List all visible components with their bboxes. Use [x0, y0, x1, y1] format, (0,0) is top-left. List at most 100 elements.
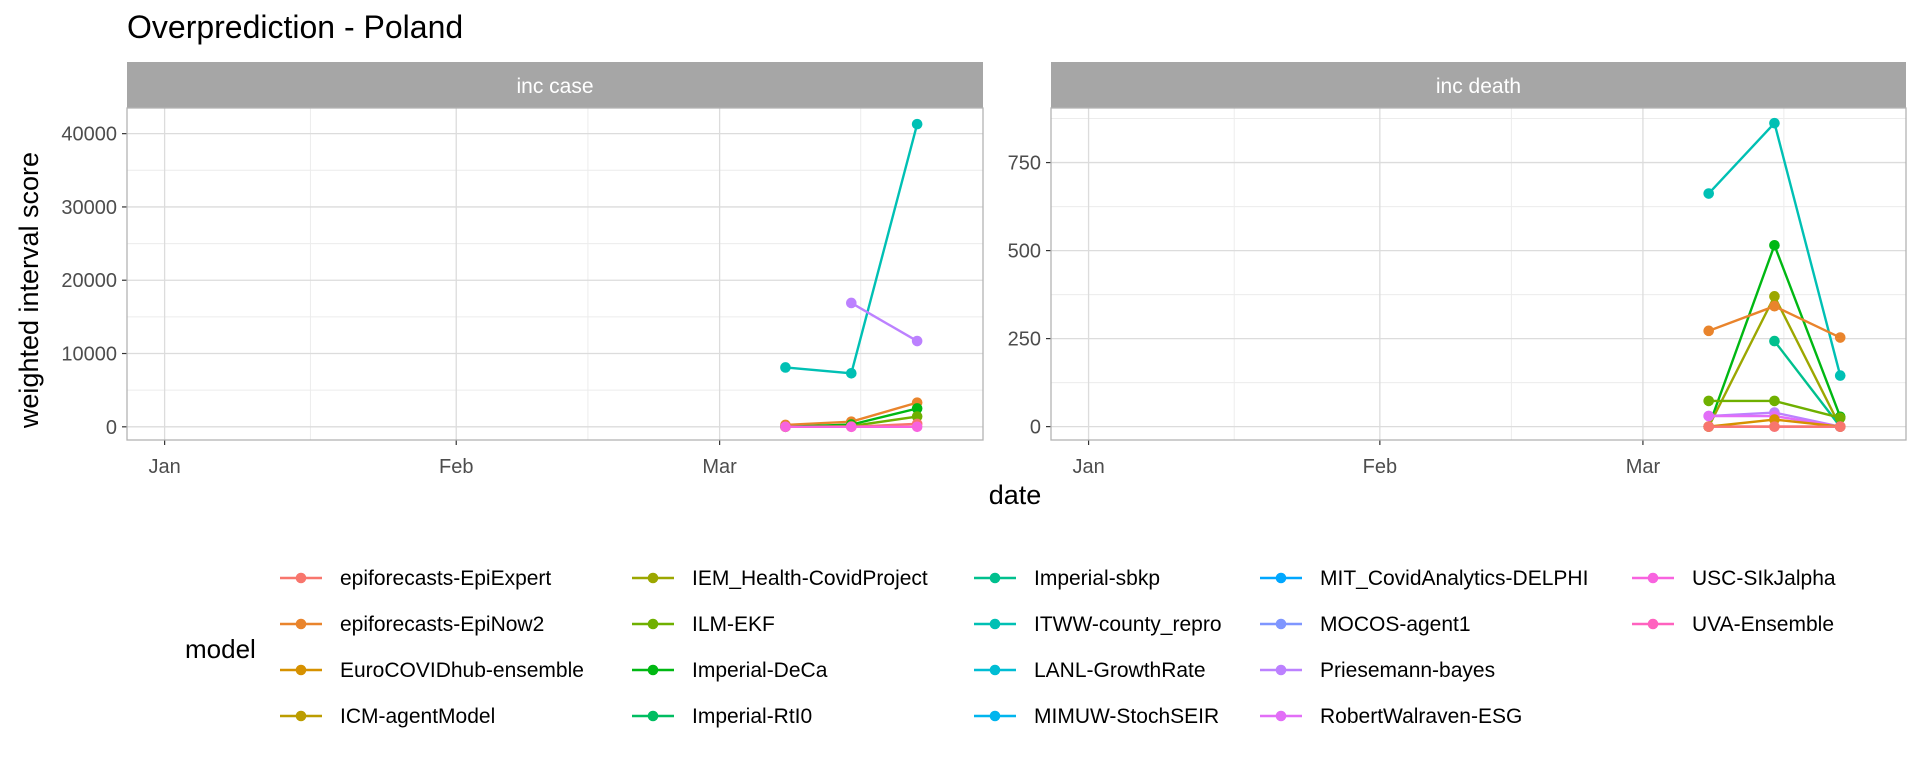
y-tick-label: 250	[1008, 329, 1041, 351]
x-tick-label: Feb	[1363, 456, 1397, 478]
data-point	[911, 403, 923, 414]
data-point	[1703, 395, 1714, 407]
legend-item: IEM_Health-CovidProject	[632, 567, 928, 590]
legend-key-point	[1275, 664, 1287, 676]
x-tick-label: Mar	[1626, 456, 1661, 478]
legend-item: Imperial-sbkp	[974, 567, 1160, 590]
legend-label: UVA-Ensemble	[1692, 613, 1834, 636]
y-tick-label: 20000	[61, 270, 117, 292]
legend-key-point	[295, 710, 307, 722]
y-axis-label: weighted interval score	[14, 152, 44, 429]
panel-border	[126, 107, 984, 441]
legend-label: RobertWalraven-ESG	[1320, 705, 1522, 728]
y-tick-label: 0	[106, 417, 117, 439]
legend-key-point	[1275, 572, 1287, 584]
x-tick-label: Feb	[439, 456, 473, 478]
legend-item: MIMUW-StochSEIR	[974, 705, 1219, 728]
legend-item: Priesemann-bayes	[1260, 659, 1495, 682]
data-point	[1834, 370, 1846, 381]
data-point	[911, 335, 923, 347]
legend-item: ILM-EKF	[632, 613, 775, 636]
legend-label: USC-SIkJalpha	[1692, 567, 1836, 590]
legend-label: epiforecasts-EpiExpert	[340, 567, 551, 590]
legend-label: ICM-agentModel	[340, 705, 495, 728]
series-epiforecasts-epinow2	[1703, 300, 1846, 343]
legend-label: ILM-EKF	[692, 613, 775, 636]
data-point	[1703, 188, 1714, 199]
legend-label: Imperial-DeCa	[692, 659, 828, 682]
legend-item: EuroCOVIDhub-ensemble	[280, 659, 584, 682]
facet-label: inc death	[1436, 75, 1521, 98]
data-point	[1834, 332, 1846, 343]
legend-item: ITWW-county_repro	[974, 613, 1222, 636]
panel-inc-death: inc death Jan Feb Mar 0 250 500 750	[1008, 62, 1907, 478]
x-tick-label: Jan	[1072, 456, 1104, 478]
chart-title: Overprediction - Poland	[127, 9, 463, 45]
legend-item: RobertWalraven-ESG	[1260, 705, 1522, 728]
legend-key-point	[989, 664, 1001, 676]
data-point	[1769, 421, 1780, 432]
legend-key-point	[989, 618, 1001, 630]
legend: model epiforecasts-EpiExpert epiforecasts…	[185, 567, 1836, 728]
facet-strip	[127, 62, 983, 108]
y-tick-label: 30000	[61, 197, 117, 219]
legend-key-point	[647, 572, 659, 584]
legend-label: MIT_CovidAnalytics-DELPHI	[1320, 567, 1588, 590]
legend-item: epiforecasts-EpiNow2	[280, 613, 544, 636]
data-point	[846, 297, 857, 309]
data-point	[911, 411, 923, 422]
x-tick-label: Mar	[702, 456, 737, 478]
data-point	[1703, 421, 1714, 432]
y-tick-label: 0	[1030, 417, 1041, 439]
data-point	[1769, 300, 1780, 312]
legend-key-point	[1647, 618, 1659, 630]
y-tick-label: 10000	[61, 344, 117, 366]
x-tick-label: Jan	[149, 456, 181, 478]
data-point	[780, 421, 791, 433]
series-itww-county-repro	[1703, 117, 1846, 381]
data-point	[780, 362, 791, 373]
legend-label: ITWW-county_repro	[1034, 613, 1222, 636]
x-axis-label: date	[989, 480, 1042, 510]
legend-label: Imperial-sbkp	[1034, 567, 1160, 590]
plot-area	[127, 108, 983, 440]
legend-label: epiforecasts-EpiNow2	[340, 613, 544, 636]
data-point	[1834, 421, 1846, 432]
panel-border	[1050, 107, 1907, 441]
data-point	[1834, 412, 1846, 424]
y-tick-label: 750	[1008, 153, 1041, 175]
series-itww-county-repro	[780, 118, 923, 379]
data-point	[911, 118, 923, 130]
legend-title: model	[185, 634, 256, 664]
legend-item: LANL-GrowthRate	[974, 659, 1206, 682]
panel-inc-case: inc case Jan Feb Mar 0 10000 20000 30000 40000	[61, 62, 984, 478]
data-point	[1703, 410, 1714, 422]
data-point	[846, 421, 857, 433]
legend-key-point	[647, 664, 659, 676]
data-point	[911, 421, 923, 433]
legend-key-point	[295, 664, 307, 676]
legend-key-point	[989, 710, 1001, 722]
legend-item: Imperial-DeCa	[632, 659, 828, 682]
legend-key-point	[647, 618, 659, 630]
legend-label: Imperial-RtI0	[692, 705, 812, 728]
series-line	[1773, 340, 1842, 428]
legend-item: ICM-agentModel	[280, 705, 495, 728]
legend-label: EuroCOVIDhub-ensemble	[340, 659, 584, 682]
legend-key-point	[989, 572, 1001, 584]
series-usc-sikjalpha	[780, 421, 923, 433]
legend-key-point	[295, 572, 307, 584]
legend-item: MOCOS-agent1	[1260, 613, 1471, 636]
legend-key-point	[295, 618, 307, 630]
legend-label: MOCOS-agent1	[1320, 613, 1471, 636]
legend-key-point	[1647, 572, 1659, 584]
y-tick-label: 40000	[61, 124, 117, 146]
legend-item: Imperial-RtI0	[632, 705, 812, 728]
y-tick-label: 500	[1008, 241, 1041, 263]
series-line	[850, 301, 918, 343]
legend-key-point	[1275, 618, 1287, 630]
legend-item: USC-SIkJalpha	[1632, 567, 1836, 590]
legend-item: UVA-Ensemble	[1632, 613, 1834, 636]
